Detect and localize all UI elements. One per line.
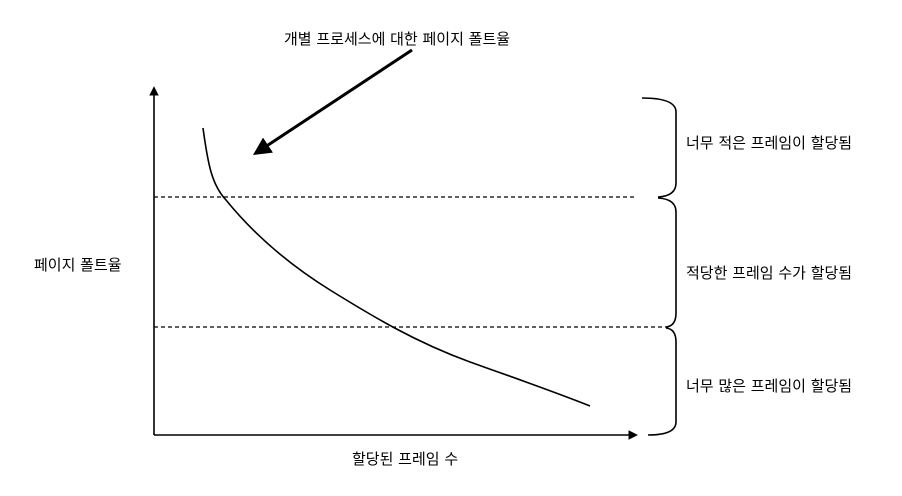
y-axis-label: 페이지 폴트율 [34, 256, 122, 274]
annotation-label: 개별 프로세스에 대한 페이지 폴트율 [284, 30, 511, 48]
region-label-too-few: 너무 적은 프레임이 할당됨 [686, 134, 853, 152]
page-fault-curve [202, 127, 591, 407]
region-label-too-many: 너무 많은 프레임이 할당됨 [686, 377, 853, 395]
brace-too-few [641, 97, 677, 198]
region-label-appropriate: 적당한 프레임 수가 할당됨 [686, 264, 853, 282]
annotation-arrow [252, 48, 413, 155]
brace-too-many [647, 327, 677, 436]
brace-appropriate [657, 197, 677, 328]
x-axis-label: 할당된 프레임 수 [352, 450, 459, 468]
